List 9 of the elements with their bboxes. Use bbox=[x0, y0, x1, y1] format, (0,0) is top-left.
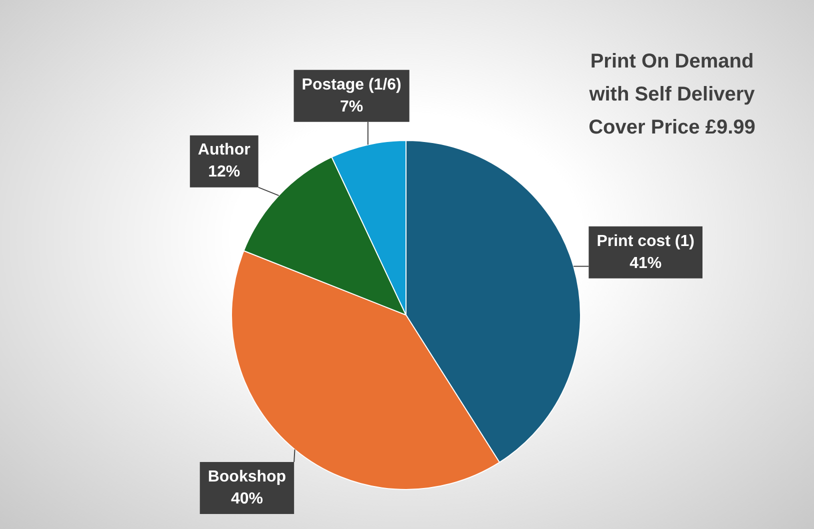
data-label: 41% bbox=[630, 254, 662, 272]
data-label: 40% bbox=[230, 490, 263, 508]
chart-title: Print On Demand with Self Delivery Cover Price £9.99 bbox=[588, 50, 756, 139]
slice-label: Print cost (1) bbox=[596, 232, 694, 250]
data-label: 7% bbox=[340, 98, 364, 116]
slice-label: Bookshop bbox=[208, 468, 286, 486]
slice-label: Postage (1/6) bbox=[302, 76, 402, 94]
slice-label: Author bbox=[198, 142, 250, 159]
data-label: 12% bbox=[208, 164, 240, 181]
